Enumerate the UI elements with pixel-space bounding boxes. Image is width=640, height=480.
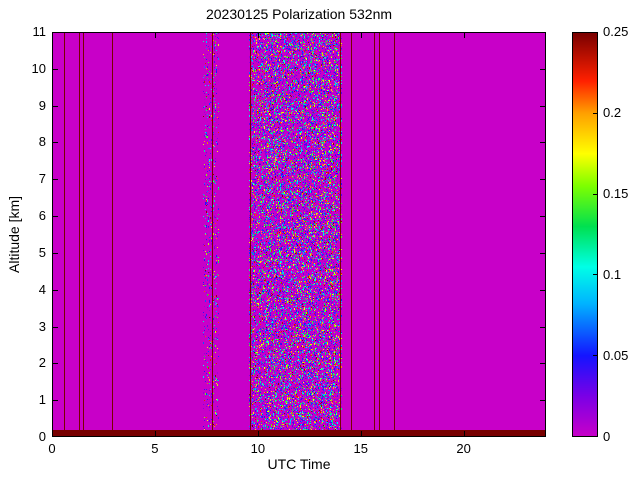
plot-canvas (52, 32, 546, 437)
colorbar-tick-label: 0.25 (603, 24, 629, 39)
colorbar-tick-label: 0 (603, 429, 611, 444)
x-tick-label: 0 (48, 441, 56, 456)
colorbar-tick-label: 0.15 (603, 186, 629, 201)
y-axis-label: Altitude [km] (6, 195, 22, 274)
chart-title: 20230125 Polarization 532nm (205, 6, 393, 22)
x-tick-label: 10 (250, 441, 266, 456)
x-tick-label: 5 (151, 441, 159, 456)
x-tick-label: 20 (456, 441, 471, 456)
colorbar-tick-label: 0.1 (603, 267, 622, 282)
colorbar-tick-label: 0.2 (603, 105, 622, 120)
x-axis-label: UTC Time (267, 456, 331, 472)
colorbar-tick-label: 0.05 (603, 348, 629, 363)
colorbar-canvas (572, 32, 598, 437)
x-tick-label: 15 (353, 441, 368, 456)
